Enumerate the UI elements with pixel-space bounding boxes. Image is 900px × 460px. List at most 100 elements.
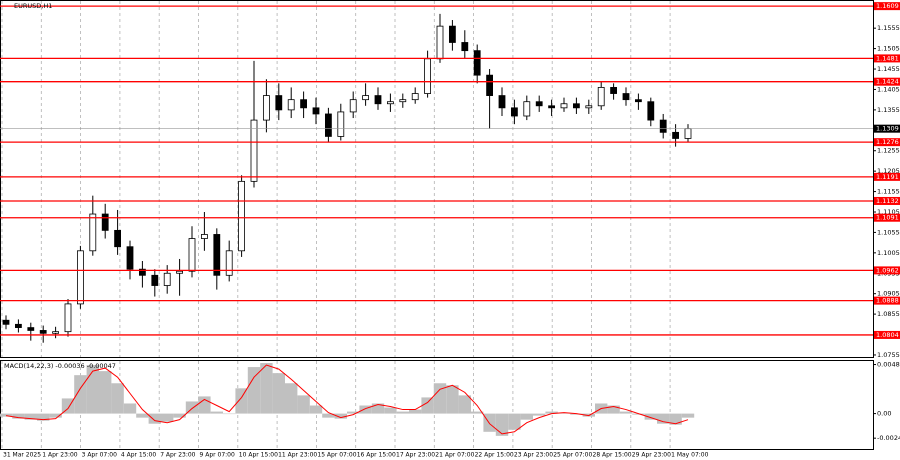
y-tick-label: 1.1255: [877, 147, 900, 155]
x-tick-label: 3 Apr 07:00: [82, 452, 117, 459]
symbol-title: EURUSD,H1: [14, 2, 52, 10]
x-tick-label: 9 Apr 07:00: [200, 452, 235, 459]
x-tick-label: 1 Apr 23:00: [42, 452, 77, 459]
macd-bar: [681, 413, 695, 418]
macd-bar: [433, 383, 447, 414]
candle-body: [597, 87, 605, 107]
level-box: [874, 77, 900, 86]
candle-body: [560, 103, 568, 109]
candle-body: [486, 74, 494, 96]
macd-bar: [384, 407, 397, 414]
x-tick-label: 23 Apr 23:00: [514, 452, 553, 459]
candle-body: [436, 25, 444, 60]
current-price-box: [874, 124, 900, 133]
plot: [0, 5, 873, 436]
level-label: 1.1609: [876, 2, 899, 10]
macd-bar: [644, 413, 657, 420]
macd-bar: [223, 413, 236, 415]
x-tick-label: 11 Apr 23:00: [278, 452, 317, 459]
candle-body: [151, 274, 159, 286]
price-panel: [0, 0, 874, 358]
candle-body: [374, 95, 382, 105]
x-tick-label: 15 Apr 07:00: [317, 452, 356, 459]
level-label: 1.1091: [876, 214, 899, 222]
candle-body: [126, 246, 134, 270]
macd-y-tick-label: -0.00243: [877, 434, 900, 442]
x-tick-label: 31 Mar 2025: [3, 452, 41, 459]
macd-title: MACD(14,22,3) -0.00036 -0.00047: [4, 362, 116, 370]
candle-body: [622, 93, 630, 101]
macd-bar: [309, 405, 323, 414]
y-tick-label: 1.1005: [877, 249, 900, 257]
candle-body: [77, 250, 84, 305]
macd-bar: [24, 413, 37, 420]
level-label: 1.0888: [876, 297, 899, 305]
candle-body: [114, 229, 121, 248]
grid: [1, 1, 671, 449]
x-tick-label: 4 Apr 15:00: [121, 452, 156, 459]
macd-bar: [322, 413, 335, 418]
macd-bar: [508, 413, 521, 430]
macd-bar: [607, 405, 620, 414]
candle-body: [101, 213, 109, 231]
candle-body: [362, 95, 370, 101]
candle-body: [200, 234, 208, 239]
candle-body: [89, 213, 97, 252]
macd-bar: [12, 413, 25, 419]
candle-body: [573, 103, 580, 109]
candle-body: [188, 238, 196, 272]
candle-body: [262, 95, 270, 121]
x-tick-label: 25 Apr 07:00: [553, 452, 592, 459]
macd-bar: [371, 403, 385, 414]
candle-body: [510, 107, 518, 117]
macd-bar: [421, 397, 434, 414]
candle-body: [399, 99, 407, 103]
candle-body: [535, 101, 543, 107]
macd-bar: [471, 411, 484, 414]
level-label: 1.1276: [876, 138, 899, 146]
level-box: [874, 296, 900, 305]
candle-body: [27, 327, 35, 331]
macd-bar: [247, 367, 261, 414]
macd-bar: [61, 398, 75, 414]
macd-bar: [557, 412, 571, 414]
macd-bar: [285, 383, 298, 414]
macd-bar: [619, 411, 633, 414]
y-tick-label: 1.0905: [877, 290, 900, 298]
candle-body: [411, 93, 419, 101]
candle-body: [163, 272, 171, 286]
macd-bar: [272, 373, 285, 414]
macd-bar: [533, 413, 546, 416]
candle-body: [386, 101, 394, 105]
x-tick-label: 17 Apr 23:00: [396, 452, 435, 459]
level-box: [874, 172, 900, 181]
candle-body: [64, 303, 72, 333]
level-box: [874, 266, 900, 275]
macd-bar: [520, 413, 533, 420]
candle-body: [238, 180, 246, 252]
macd-bar: [334, 413, 347, 419]
macd-bar: [545, 411, 558, 414]
level-box: [874, 196, 900, 205]
y-tick-label: 1.1105: [877, 208, 900, 216]
x-tick-label: 1 May 07:00: [671, 452, 709, 459]
macd-bar: [123, 403, 137, 414]
level-box: [874, 138, 900, 147]
candle-body: [461, 42, 469, 52]
macd-bar: [483, 413, 496, 432]
candle-body: [225, 250, 233, 276]
macd-bar: [458, 395, 471, 414]
macd-bar: [37, 413, 50, 421]
x-tick-label: 16 Apr 15:00: [357, 452, 396, 459]
macd-bar: [210, 411, 223, 414]
y-tick-label: 1.1505: [877, 45, 900, 53]
x-tick-label: 22 Apr 15:00: [475, 452, 514, 459]
candle-body: [176, 270, 184, 274]
candle-body: [473, 50, 481, 76]
macd-bar: [495, 413, 509, 436]
candle-body: [300, 99, 308, 109]
macd-bar: [446, 385, 459, 414]
candle-body: [548, 105, 555, 109]
candle-body: [647, 101, 655, 121]
y-tick-label: 1.1205: [877, 167, 900, 175]
